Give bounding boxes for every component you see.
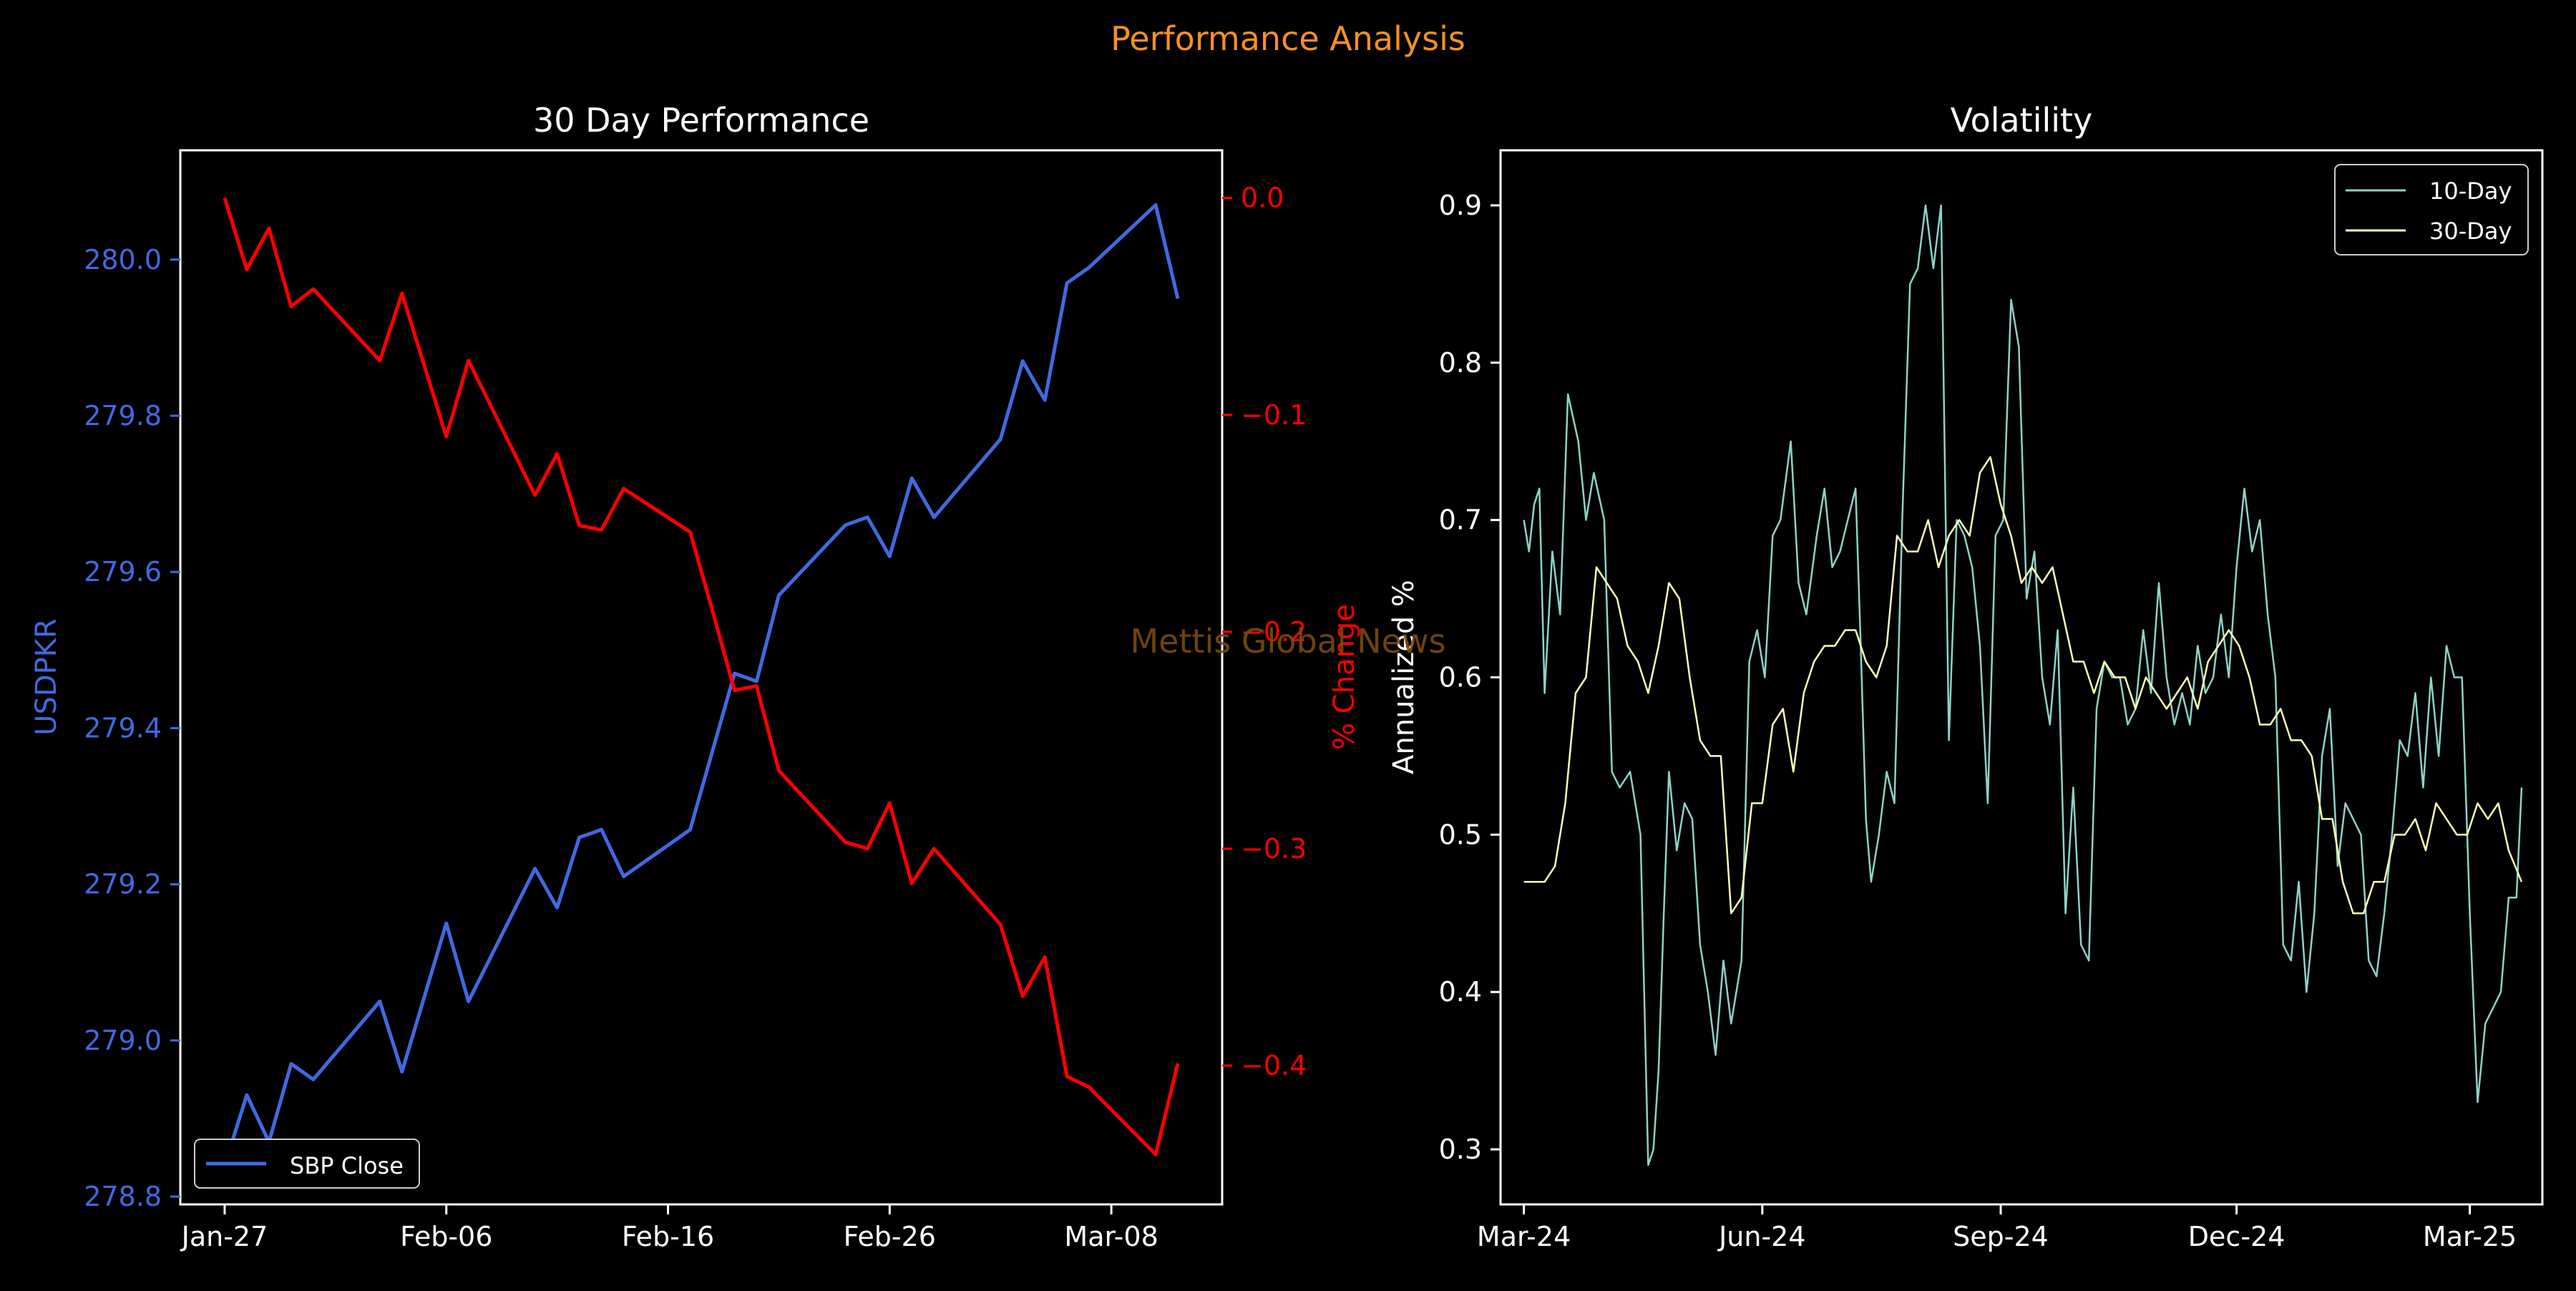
left-x-ticks: Jan-27 Feb-06 Feb-16 Feb-26 Mar-08 (180, 1204, 1158, 1252)
legend-label-30-day: 30-Day (2429, 218, 2512, 245)
y-tick-label: 0.6 (1439, 662, 1482, 693)
y-tick-label: 0.8 (1439, 347, 1482, 379)
legend-label-10-day: 10-Day (2429, 177, 2512, 205)
right-series-layer (1523, 204, 2523, 1166)
watermark-text: Mettis Global News (1130, 622, 1445, 661)
left-y2-ticks: 0.0 −0.1 −0.2 −0.3 −0.4 (1222, 182, 1307, 1081)
right-x-ticks: Mar-24 Jun-24 Sep-24 Dec-24 Mar-25 (1477, 1204, 2517, 1252)
legend-label-sbp-close: SBP Close (290, 1152, 404, 1179)
x-tick-label: Feb-26 (844, 1221, 936, 1252)
panel-30-day-performance: 30 Day Performance 278.8279.0279.2279.42… (30, 101, 1361, 1252)
right-legend: 10-Day 30-Day (2334, 164, 2529, 255)
x-tick-label: Sep-24 (1953, 1221, 2049, 1252)
series-line-sbp-close (223, 203, 1180, 1166)
right-chart-title: Volatility (1951, 101, 2093, 140)
right-legend-box (2334, 164, 2529, 255)
left-plot-frame (179, 149, 1224, 1206)
left-y2-axis-label: % Change (1328, 604, 1361, 750)
y2-tick-label: 0.0 (1241, 182, 1284, 214)
left-legend: SBP Close (194, 1139, 420, 1189)
y-tick-label: 0.7 (1439, 505, 1482, 536)
y2-tick-label: −0.4 (1241, 1050, 1307, 1081)
figure-suptitle: Performance Analysis (1111, 19, 1465, 58)
series-line-30-day (1523, 456, 2523, 915)
y-tick-label: 279.6 (84, 556, 162, 588)
x-tick-label: Jun-24 (1717, 1221, 1805, 1252)
y-tick-label: 0.9 (1439, 190, 1482, 221)
x-tick-label: Jan-27 (180, 1221, 268, 1252)
series-line-change (223, 197, 1180, 1156)
y-tick-label: 0.4 (1439, 976, 1482, 1008)
right-y-ticks: 0.3 0.4 0.5 0.6 0.7 0.8 0.9 (1439, 190, 1501, 1165)
y-tick-label: 279.4 (84, 712, 162, 744)
left-series-layer (223, 197, 1180, 1166)
y2-tick-label: −0.1 (1241, 399, 1307, 431)
left-chart-title: 30 Day Performance (533, 101, 869, 140)
right-y-axis-label: Annualized % (1387, 580, 1420, 774)
series-line-10-day (1523, 204, 2523, 1166)
y-tick-label: 0.3 (1439, 1134, 1482, 1165)
left-y-axis-label: USDPKR (30, 618, 63, 736)
x-tick-label: Mar-08 (1064, 1221, 1158, 1252)
y2-tick-label: −0.3 (1241, 833, 1307, 864)
left-legend-box (194, 1139, 420, 1189)
y-tick-label: 278.8 (84, 1181, 162, 1212)
x-tick-label: Feb-16 (622, 1221, 714, 1252)
x-tick-label: Mar-25 (2423, 1221, 2517, 1252)
y-tick-label: 280.0 (84, 244, 162, 276)
x-tick-label: Mar-24 (1477, 1221, 1571, 1252)
y-tick-label: 279.0 (84, 1025, 162, 1056)
y-tick-label: 0.5 (1439, 819, 1482, 850)
y-tick-label: 279.2 (84, 869, 162, 900)
x-tick-label: Feb-06 (400, 1221, 492, 1252)
x-tick-label: Dec-24 (2188, 1221, 2285, 1252)
y-tick-label: 279.8 (84, 400, 162, 432)
panel-volatility: Volatility 0.3 0.4 0.5 0.6 0.7 0.8 0.9 Mar-24 J… (1387, 101, 2544, 1252)
y2-tick-label: −0.2 (1241, 616, 1307, 648)
left-y-ticks: 278.8 279.0 279.2 279.4 279.6 279.8 280.0 (84, 244, 180, 1212)
